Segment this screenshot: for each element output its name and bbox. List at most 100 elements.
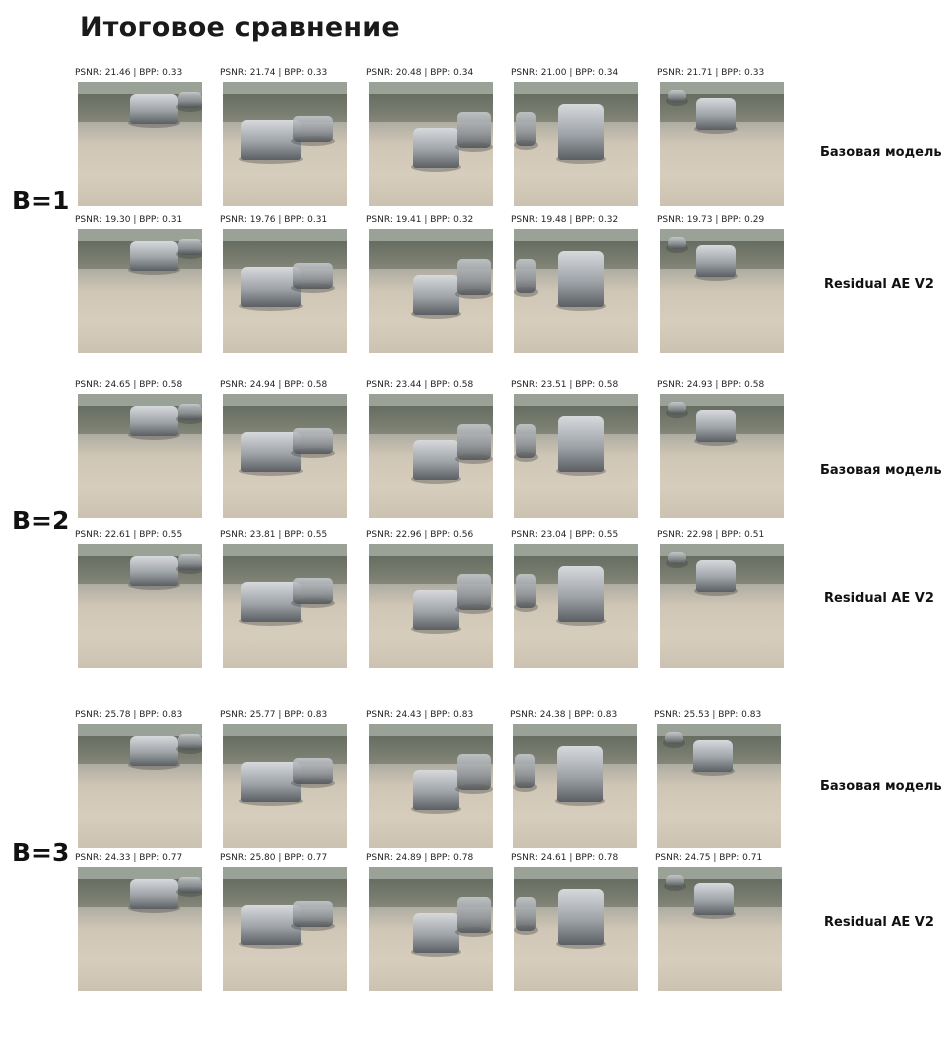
model-label: Базовая модель xyxy=(820,779,942,794)
result-cell: PSNR: 19.48 | BPP: 0.32 xyxy=(511,215,638,355)
result-cell: PSNR: 24.94 | BPP: 0.58 xyxy=(220,380,347,520)
metrics-caption: PSNR: 20.48 | BPP: 0.34 xyxy=(366,68,474,78)
reconstructed-image xyxy=(223,867,347,991)
result-cell: PSNR: 25.78 | BPP: 0.83 xyxy=(75,710,202,850)
result-cell: PSNR: 19.30 | BPP: 0.31 xyxy=(75,215,202,355)
reconstructed-image xyxy=(223,82,347,206)
result-row: PSNR: 21.46 | BPP: 0.33 PSNR: 21.74 | BP… xyxy=(0,68,950,216)
reconstructed-image xyxy=(78,724,202,848)
metrics-caption: PSNR: 24.65 | BPP: 0.58 xyxy=(75,380,183,390)
page-title: Итоговое сравнение xyxy=(80,12,400,43)
metrics-caption: PSNR: 22.96 | BPP: 0.56 xyxy=(366,530,474,540)
reconstructed-image xyxy=(78,867,202,991)
metrics-caption: PSNR: 24.38 | BPP: 0.83 xyxy=(510,710,618,720)
result-cell: PSNR: 24.93 | BPP: 0.58 xyxy=(657,380,784,520)
reconstructed-image xyxy=(223,724,347,848)
block-label: B=1 xyxy=(12,186,70,215)
metrics-caption: PSNR: 24.93 | BPP: 0.58 xyxy=(657,380,765,390)
result-cell: PSNR: 24.43 | BPP: 0.83 xyxy=(366,710,493,850)
metrics-caption: PSNR: 21.74 | BPP: 0.33 xyxy=(220,68,328,78)
reconstructed-image xyxy=(514,229,638,353)
result-row: PSNR: 22.61 | BPP: 0.55 PSNR: 23.81 | BP… xyxy=(0,530,950,678)
result-cell: PSNR: 19.41 | BPP: 0.32 xyxy=(366,215,493,355)
metrics-caption: PSNR: 21.71 | BPP: 0.33 xyxy=(657,68,765,78)
result-cell: PSNR: 25.77 | BPP: 0.83 xyxy=(220,710,347,850)
result-row: PSNR: 25.78 | BPP: 0.83 PSNR: 25.77 | BP… xyxy=(0,710,950,858)
result-row: PSNR: 24.33 | BPP: 0.77 PSNR: 25.80 | BP… xyxy=(0,853,950,1001)
metrics-caption: PSNR: 24.75 | BPP: 0.71 xyxy=(655,853,763,863)
metrics-caption: PSNR: 24.94 | BPP: 0.58 xyxy=(220,380,328,390)
reconstructed-image xyxy=(660,229,784,353)
metrics-caption: PSNR: 25.80 | BPP: 0.77 xyxy=(220,853,328,863)
result-cell: PSNR: 24.75 | BPP: 0.71 xyxy=(655,853,782,993)
result-cell: PSNR: 21.00 | BPP: 0.34 xyxy=(511,68,638,208)
reconstructed-image xyxy=(513,724,637,848)
reconstructed-image xyxy=(223,394,347,518)
metrics-caption: PSNR: 24.33 | BPP: 0.77 xyxy=(75,853,183,863)
reconstructed-image xyxy=(369,229,493,353)
result-cell: PSNR: 25.53 | BPP: 0.83 xyxy=(654,710,781,850)
block-label: B=3 xyxy=(12,838,70,867)
result-cell: PSNR: 23.51 | BPP: 0.58 xyxy=(511,380,638,520)
result-cell: PSNR: 24.38 | BPP: 0.83 xyxy=(510,710,637,850)
result-cell: PSNR: 24.33 | BPP: 0.77 xyxy=(75,853,202,993)
metrics-caption: PSNR: 25.53 | BPP: 0.83 xyxy=(654,710,762,720)
result-cell: PSNR: 20.48 | BPP: 0.34 xyxy=(366,68,493,208)
metrics-caption: PSNR: 22.98 | BPP: 0.51 xyxy=(657,530,765,540)
result-row: PSNR: 24.65 | BPP: 0.58 PSNR: 24.94 | BP… xyxy=(0,380,950,528)
reconstructed-image xyxy=(514,867,638,991)
metrics-caption: PSNR: 23.04 | BPP: 0.55 xyxy=(511,530,619,540)
model-label: Residual AE V2 xyxy=(824,915,934,930)
metrics-caption: PSNR: 24.89 | BPP: 0.78 xyxy=(366,853,474,863)
metrics-caption: PSNR: 19.41 | BPP: 0.32 xyxy=(366,215,474,225)
result-cell: PSNR: 23.44 | BPP: 0.58 xyxy=(366,380,493,520)
result-row: PSNR: 19.30 | BPP: 0.31 PSNR: 19.76 | BP… xyxy=(0,215,950,363)
result-cell: PSNR: 23.04 | BPP: 0.55 xyxy=(511,530,638,670)
result-cell: PSNR: 21.74 | BPP: 0.33 xyxy=(220,68,347,208)
metrics-caption: PSNR: 23.51 | BPP: 0.58 xyxy=(511,380,619,390)
result-cell: PSNR: 19.76 | BPP: 0.31 xyxy=(220,215,347,355)
block-label: B=2 xyxy=(12,506,70,535)
metrics-caption: PSNR: 25.78 | BPP: 0.83 xyxy=(75,710,183,720)
model-label: Residual AE V2 xyxy=(824,591,934,606)
result-cell: PSNR: 21.71 | BPP: 0.33 xyxy=(657,68,784,208)
result-cell: PSNR: 24.61 | BPP: 0.78 xyxy=(511,853,638,993)
metrics-caption: PSNR: 21.00 | BPP: 0.34 xyxy=(511,68,619,78)
metrics-caption: PSNR: 19.76 | BPP: 0.31 xyxy=(220,215,328,225)
reconstructed-image xyxy=(514,544,638,668)
reconstructed-image xyxy=(657,724,781,848)
reconstructed-image xyxy=(223,544,347,668)
reconstructed-image xyxy=(658,867,782,991)
reconstructed-image xyxy=(78,544,202,668)
result-cell: PSNR: 23.81 | BPP: 0.55 xyxy=(220,530,347,670)
reconstructed-image xyxy=(369,867,493,991)
metrics-caption: PSNR: 19.48 | BPP: 0.32 xyxy=(511,215,619,225)
reconstructed-image xyxy=(78,394,202,518)
result-cell: PSNR: 24.65 | BPP: 0.58 xyxy=(75,380,202,520)
result-cell: PSNR: 22.96 | BPP: 0.56 xyxy=(366,530,493,670)
metrics-caption: PSNR: 24.61 | BPP: 0.78 xyxy=(511,853,619,863)
reconstructed-image xyxy=(660,394,784,518)
metrics-caption: PSNR: 21.46 | BPP: 0.33 xyxy=(75,68,183,78)
reconstructed-image xyxy=(369,544,493,668)
metrics-caption: PSNR: 23.44 | BPP: 0.58 xyxy=(366,380,474,390)
reconstructed-image xyxy=(660,544,784,668)
result-cell: PSNR: 22.98 | BPP: 0.51 xyxy=(657,530,784,670)
metrics-caption: PSNR: 22.61 | BPP: 0.55 xyxy=(75,530,183,540)
reconstructed-image xyxy=(514,82,638,206)
metrics-caption: PSNR: 23.81 | BPP: 0.55 xyxy=(220,530,328,540)
reconstructed-image xyxy=(369,394,493,518)
reconstructed-image xyxy=(223,229,347,353)
reconstructed-image xyxy=(369,724,493,848)
metrics-caption: PSNR: 24.43 | BPP: 0.83 xyxy=(366,710,474,720)
result-cell: PSNR: 22.61 | BPP: 0.55 xyxy=(75,530,202,670)
reconstructed-image xyxy=(514,394,638,518)
result-cell: PSNR: 25.80 | BPP: 0.77 xyxy=(220,853,347,993)
metrics-caption: PSNR: 19.30 | BPP: 0.31 xyxy=(75,215,183,225)
result-cell: PSNR: 21.46 | BPP: 0.33 xyxy=(75,68,202,208)
model-label: Базовая модель xyxy=(820,145,942,160)
reconstructed-image xyxy=(660,82,784,206)
reconstructed-image xyxy=(369,82,493,206)
result-cell: PSNR: 19.73 | BPP: 0.29 xyxy=(657,215,784,355)
model-label: Базовая модель xyxy=(820,463,942,478)
